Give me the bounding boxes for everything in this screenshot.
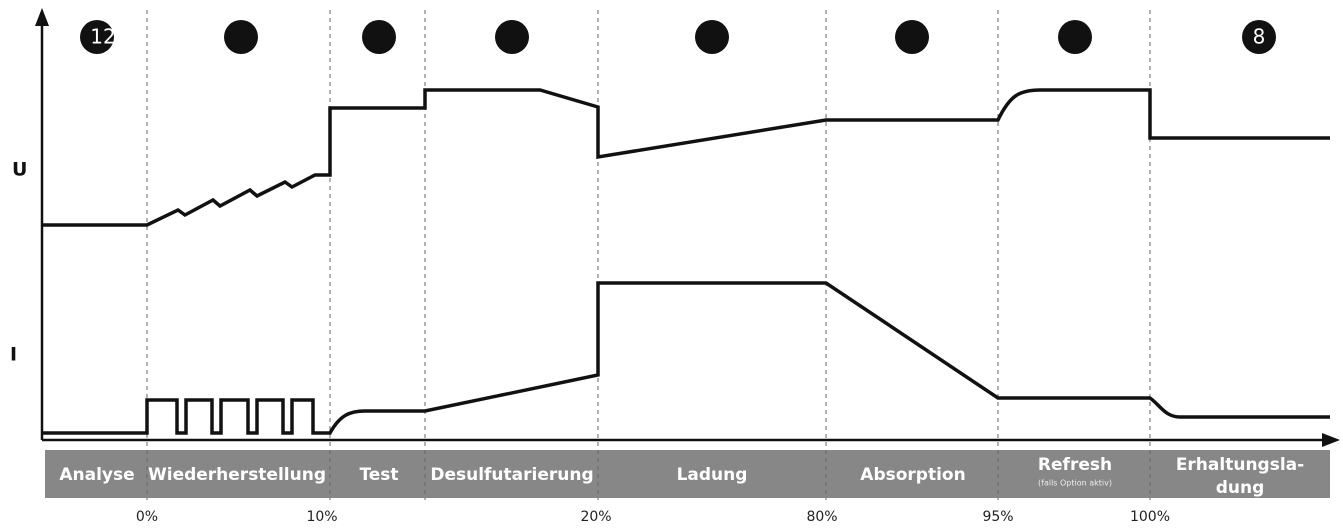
step-number: 12 xyxy=(90,25,115,49)
axes xyxy=(35,8,1340,447)
axis-label-u: U xyxy=(12,159,27,181)
step-circles xyxy=(80,20,1276,54)
stage-label: Desulfutarierung xyxy=(430,465,593,485)
stage-label: Wiederherstellung xyxy=(148,465,326,485)
stage-label: Refresh xyxy=(1038,455,1112,475)
stage-note: (falls Option aktiv) xyxy=(1038,479,1112,488)
percent-label: 10% xyxy=(306,509,337,525)
current-curve xyxy=(42,281,1330,435)
stage-label: Erhaltungsla- xyxy=(1176,455,1304,475)
stage-label: dung xyxy=(1216,478,1265,498)
percent-label: 100% xyxy=(1130,509,1170,525)
voltage-curve xyxy=(42,88,1330,227)
step-number: 8 xyxy=(1253,25,1266,49)
percent-label: 20% xyxy=(580,509,611,525)
dividers xyxy=(146,10,1151,500)
percent-label: 80% xyxy=(806,509,837,525)
axis-label-i: I xyxy=(10,344,17,366)
stage-label: Absorption xyxy=(860,465,965,485)
percent-label: 0% xyxy=(136,509,158,525)
stage-label: Test xyxy=(359,465,398,485)
stage-label: Ladung xyxy=(677,465,748,485)
stage-bar xyxy=(45,450,1330,498)
percent-label: 95% xyxy=(982,509,1013,525)
stage-label: Analyse xyxy=(59,465,134,485)
